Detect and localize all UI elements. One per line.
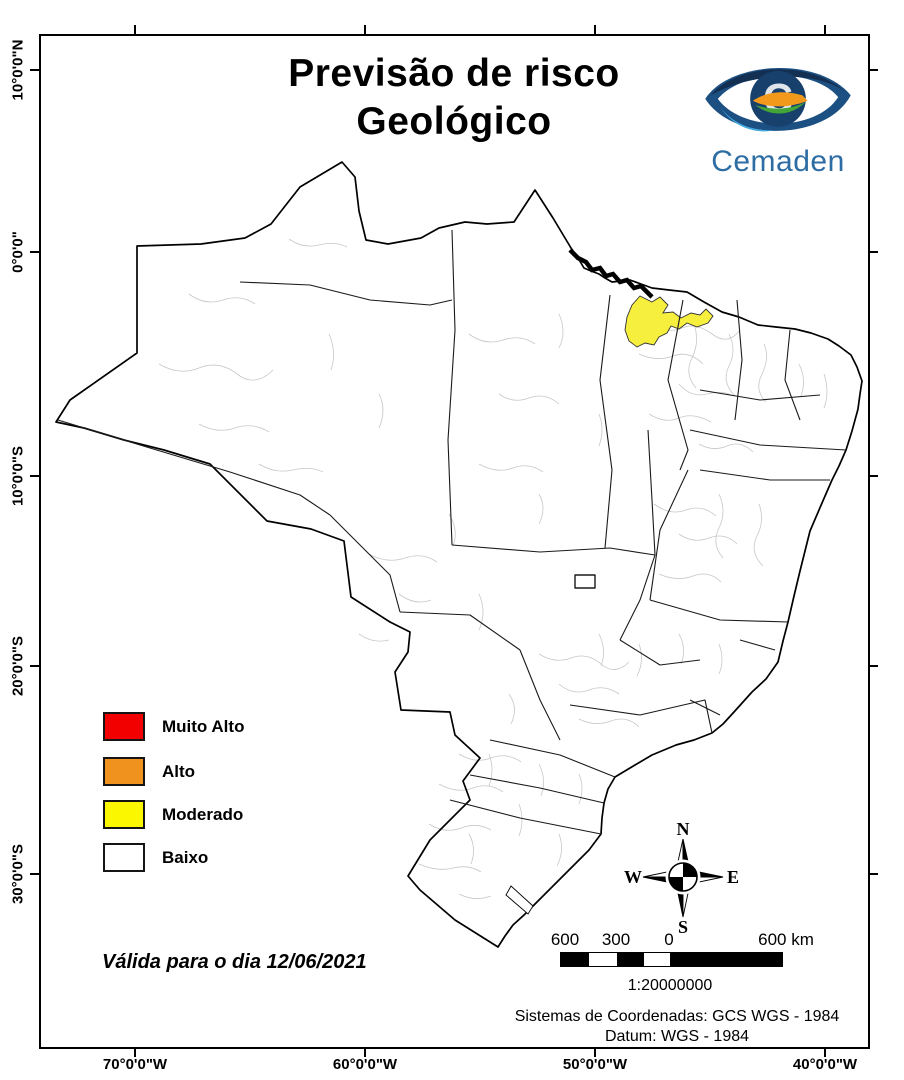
tick-left-10n [30, 69, 39, 71]
tick-bottom-70w [134, 1048, 136, 1057]
scalebar-label-600-left: 600 [550, 930, 580, 949]
scalebar-label-0: 0 [664, 930, 674, 949]
legend-swatch-moderado [103, 800, 145, 829]
legend-label-baixo: Baixo [162, 848, 209, 867]
validity-note: Válida para o dia 12/06/2021 [102, 951, 367, 973]
tick-top-40w [824, 25, 826, 34]
tick-right-10n [869, 69, 878, 71]
lon-label-70w: 70°0'0"W [102, 1056, 168, 1073]
scalebar-label-300: 300 [601, 930, 631, 949]
tick-left-20s [30, 665, 39, 667]
lagoon-shape [505, 885, 534, 915]
tick-right-0 [869, 251, 878, 253]
lat-label-30s: 30°0'0"S [9, 843, 27, 905]
tick-top-60w [364, 25, 366, 34]
country-outline [55, 161, 863, 948]
coordinate-system-note: Sistemas de Coordenadas: GCS WGS - 1984 … [482, 1007, 872, 1047]
tick-bottom-60w [364, 1048, 366, 1057]
municipality-boundaries [158, 238, 828, 899]
lat-label-10s: 10°0'0"S [9, 445, 27, 507]
compass-rose-icon: N S W E [624, 819, 739, 937]
coordinate-system-line1: Sistemas de Coordenadas: GCS WGS - 1984 [514, 1008, 840, 1025]
distrito-federal-box [574, 574, 596, 589]
cemaden-logo: C Cemaden [692, 54, 864, 179]
compass-w: W [624, 867, 642, 887]
cemaden-wordmark: Cemaden [711, 145, 845, 178]
brazil-risk-map [55, 161, 863, 948]
tick-right-30s [869, 873, 878, 875]
legend-label-muito-alto: Muito Alto [162, 717, 245, 736]
legend-swatch-muito-alto [103, 712, 145, 741]
compass-s: S [678, 917, 688, 937]
scale-ratio: 1:20000000 [627, 977, 713, 994]
lon-label-40w: 40°0'0"W [792, 1056, 858, 1073]
bold-coastline-segment [568, 248, 654, 299]
legend-swatch-baixo [103, 843, 145, 872]
state-boundaries [57, 229, 847, 835]
legend-label-moderado: Moderado [162, 805, 244, 824]
tick-right-20s [869, 665, 878, 667]
tick-left-0 [30, 251, 39, 253]
lat-label-10n: 10°0'0"N [9, 39, 27, 101]
tick-top-50w [594, 25, 596, 34]
legend-label-alto: Alto [162, 762, 196, 781]
tick-bottom-40w [824, 1048, 826, 1057]
compass-e: E [727, 867, 739, 887]
lat-label-0: 0°0'0" [9, 231, 27, 273]
page-title: Previsão de risco Geológico [174, 50, 734, 146]
tick-left-10s [30, 475, 39, 477]
scalebar-label-600km: 600 km [758, 930, 814, 949]
tick-right-10s [869, 475, 878, 477]
scale-bar [560, 952, 783, 967]
compass-n: N [677, 819, 690, 839]
coordinate-system-line2: Datum: WGS - 1984 [604, 1028, 750, 1045]
cemaden-eye-icon: C [705, 68, 851, 132]
lon-label-60w: 60°0'0"W [332, 1056, 398, 1073]
tick-top-70w [134, 25, 136, 34]
lon-label-50w: 50°0'0"W [562, 1056, 628, 1073]
legend-swatch-alto [103, 757, 145, 786]
title-line-2: Geológico [356, 100, 552, 143]
tick-bottom-50w [594, 1048, 596, 1057]
tick-left-30s [30, 873, 39, 875]
lat-label-20s: 20°0'0"S [9, 635, 27, 697]
title-line-1: Previsão de risco [288, 52, 620, 95]
moderate-risk-region [624, 295, 714, 348]
